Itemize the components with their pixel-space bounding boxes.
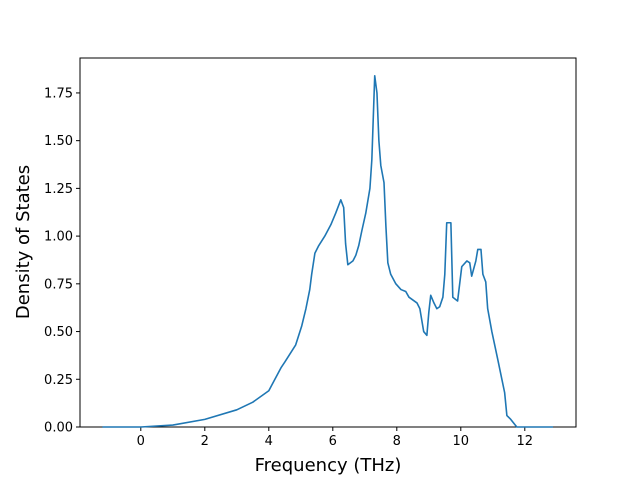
x-tick-label: 8 xyxy=(393,434,401,449)
y-tick-label: 0.00 xyxy=(44,421,73,436)
y-tick-label: 0.50 xyxy=(44,325,73,340)
y-tick-label: 0.25 xyxy=(44,373,73,388)
x-tick-label: 0 xyxy=(137,434,145,449)
x-tick-label: 12 xyxy=(517,434,534,449)
plot-frame xyxy=(79,57,577,428)
y-tick-label: 1.50 xyxy=(44,134,73,149)
y-axis-label: Density of States xyxy=(13,165,34,319)
y-tick-label: 1.75 xyxy=(44,86,73,101)
x-tick-label: 10 xyxy=(453,434,470,449)
y-tick-label: 1.00 xyxy=(44,230,73,245)
y-tick-label: 1.25 xyxy=(44,182,73,197)
y-tick-label: 0.75 xyxy=(44,277,73,292)
x-tick-label: 6 xyxy=(329,434,337,449)
x-axis-label: Frequency (THz) xyxy=(255,455,402,476)
x-tick-label: 4 xyxy=(265,434,273,449)
x-tick-label: 2 xyxy=(201,434,209,449)
dos-line xyxy=(102,74,553,428)
